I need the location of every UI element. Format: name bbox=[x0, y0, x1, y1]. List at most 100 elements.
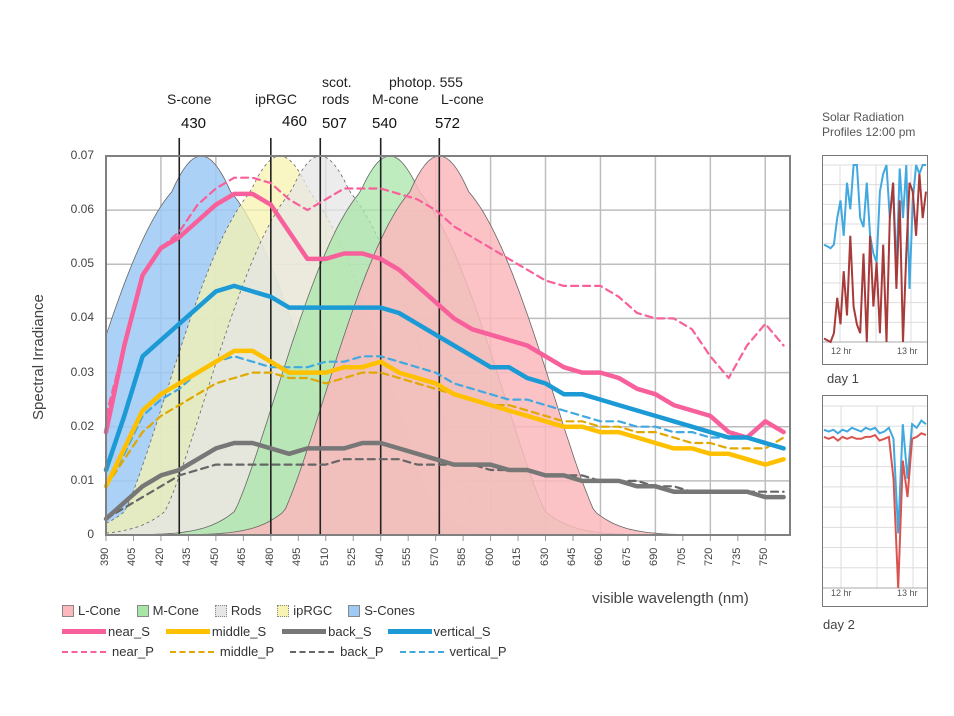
y-tick-label: 0.04 bbox=[70, 310, 94, 325]
series-line-near_S bbox=[103, 191, 786, 440]
side-title: Solar Radiation Profiles 12:00 pm bbox=[822, 110, 916, 139]
y-tick-label: 0.07 bbox=[70, 148, 94, 162]
x-tick-label: 465 bbox=[236, 547, 249, 566]
legend-line bbox=[399, 650, 444, 653]
series-line-middle_S bbox=[103, 348, 786, 489]
legend-swatch bbox=[277, 604, 290, 617]
x-tick-label: 435 bbox=[181, 547, 194, 566]
legend-line bbox=[290, 650, 335, 653]
series-line-middle_P bbox=[104, 371, 785, 488]
x-tick-label: 645 bbox=[565, 547, 578, 566]
legend-item-middle-p: middle_P bbox=[169, 644, 274, 659]
y-tick-label: 0.06 bbox=[70, 202, 94, 217]
marker-value-iprgc: 460 bbox=[282, 113, 308, 130]
x-tick-label: 735 bbox=[730, 547, 743, 566]
x-tick-label: 720 bbox=[703, 547, 716, 566]
y-tick-label: 0 bbox=[87, 527, 94, 541]
y-tick-label: 0.05 bbox=[70, 256, 94, 271]
marker-value-l-cone: 572 bbox=[435, 115, 461, 132]
day1-plot bbox=[823, 164, 927, 344]
x-tick-label: 555 bbox=[401, 547, 414, 566]
x-tick-label: 495 bbox=[291, 547, 304, 566]
legend-line bbox=[165, 629, 210, 634]
x-tick-label: 525 bbox=[346, 547, 359, 566]
legend-swatch bbox=[214, 604, 227, 617]
x-tick-label: 660 bbox=[593, 547, 606, 566]
legend-item-back-p: back_P bbox=[290, 644, 384, 659]
x-tick-label: 540 bbox=[373, 547, 386, 566]
marker-value-m-cone: 540 bbox=[372, 115, 398, 132]
series-line-back_S bbox=[103, 440, 786, 522]
day2-label: day 2 bbox=[823, 617, 855, 632]
legend-item-vertical-p: vertical_P bbox=[399, 644, 507, 659]
legend-item-back-s: back_S bbox=[282, 624, 372, 639]
y-tick-label: 0.03 bbox=[70, 364, 94, 379]
x-tick-label: 585 bbox=[456, 547, 469, 566]
marker-label-rods: scot. rods bbox=[322, 74, 352, 107]
legend-swatch bbox=[62, 604, 74, 617]
y-tick-label: 0.02 bbox=[70, 418, 94, 433]
legend-areas: L-Cone M-Cone Rods ipRGC S-Cones bbox=[62, 603, 431, 618]
plot-border bbox=[105, 155, 791, 536]
legend-item-middle-s: middle_S bbox=[165, 624, 266, 639]
day1-chart: 12 hr 13 hr bbox=[822, 155, 928, 365]
photopic-label: photop. 555 bbox=[389, 74, 463, 90]
mini-series-red bbox=[823, 173, 927, 344]
legend-line bbox=[62, 650, 106, 653]
x-tick-label: 480 bbox=[263, 547, 276, 566]
legend-item-s-cones: S-Cones bbox=[348, 603, 415, 618]
x-tick-label: 690 bbox=[648, 547, 661, 566]
legend-line bbox=[387, 629, 432, 634]
legend-dashed: near_P middle_P back_P vertical_P bbox=[62, 644, 523, 659]
x-tick-label: 570 bbox=[428, 547, 441, 566]
legend-item-l-cone: L-Cone bbox=[62, 603, 121, 618]
y-axis-label: Spectral Irradiance bbox=[30, 294, 47, 420]
legend-item-vertical-s: vertical_S bbox=[387, 624, 491, 639]
x-tick-label: 405 bbox=[126, 547, 139, 566]
legend-swatch bbox=[348, 604, 361, 617]
marker-value-rods: 507 bbox=[322, 115, 348, 132]
mini-series-blue bbox=[823, 164, 926, 289]
x-tick-label: 705 bbox=[675, 547, 688, 566]
x-tick-label: 600 bbox=[483, 547, 496, 566]
x-tick-label: 420 bbox=[153, 547, 166, 566]
marker-label-l-cone: L-cone bbox=[441, 91, 484, 107]
day2-chart: 12 hr 13 hr bbox=[822, 395, 928, 607]
day1-tick-13: 13 hr bbox=[897, 346, 918, 356]
legend-solid: near_S middle_S back_S vertical_S bbox=[62, 624, 507, 639]
x-tick-label: 510 bbox=[318, 547, 331, 566]
legend-item-near-s: near_S bbox=[62, 624, 150, 639]
x-tick-label: 615 bbox=[511, 547, 524, 566]
mini-series-blue bbox=[823, 419, 927, 534]
series-line-vertical_S bbox=[103, 283, 786, 473]
series-lines bbox=[103, 176, 786, 522]
x-tick-label: 750 bbox=[758, 547, 771, 566]
legend-item-iprgc: ipRGC bbox=[277, 603, 332, 618]
mini-series-red bbox=[823, 432, 927, 589]
legend-item-rods: Rods bbox=[214, 603, 261, 618]
y-tick-label: 0.01 bbox=[70, 472, 94, 487]
x-tick-label: 630 bbox=[538, 547, 551, 566]
x-tick-label: 390 bbox=[99, 547, 111, 566]
day1-label: day 1 bbox=[827, 371, 859, 386]
marker-value-s-cone: 430 bbox=[181, 115, 207, 132]
legend-item-near-p: near_P bbox=[62, 644, 154, 659]
legend-line bbox=[169, 650, 214, 653]
day2-tick-13: 13 hr bbox=[897, 588, 918, 598]
marker-label-s-cone: S-cone bbox=[167, 91, 212, 107]
x-tick-label: 675 bbox=[620, 547, 633, 566]
legend-item-m-cone: M-Cone bbox=[136, 603, 199, 618]
day2-tick-12: 12 hr bbox=[831, 588, 852, 598]
marker-label-m-cone: M-cone bbox=[372, 91, 419, 107]
legend-line bbox=[282, 629, 327, 634]
marker-label-iprgc: ipRGC bbox=[255, 91, 298, 107]
day1-tick-12: 12 hr bbox=[831, 346, 852, 356]
series-line-back_P bbox=[104, 458, 785, 520]
legend-line bbox=[62, 629, 106, 634]
series-line-near_P bbox=[104, 176, 785, 417]
day2-plot bbox=[823, 405, 927, 589]
legend-swatch bbox=[136, 604, 149, 617]
x-tick-label: 450 bbox=[208, 547, 221, 566]
x-axis-label: visible wavelength (nm) bbox=[592, 590, 749, 607]
